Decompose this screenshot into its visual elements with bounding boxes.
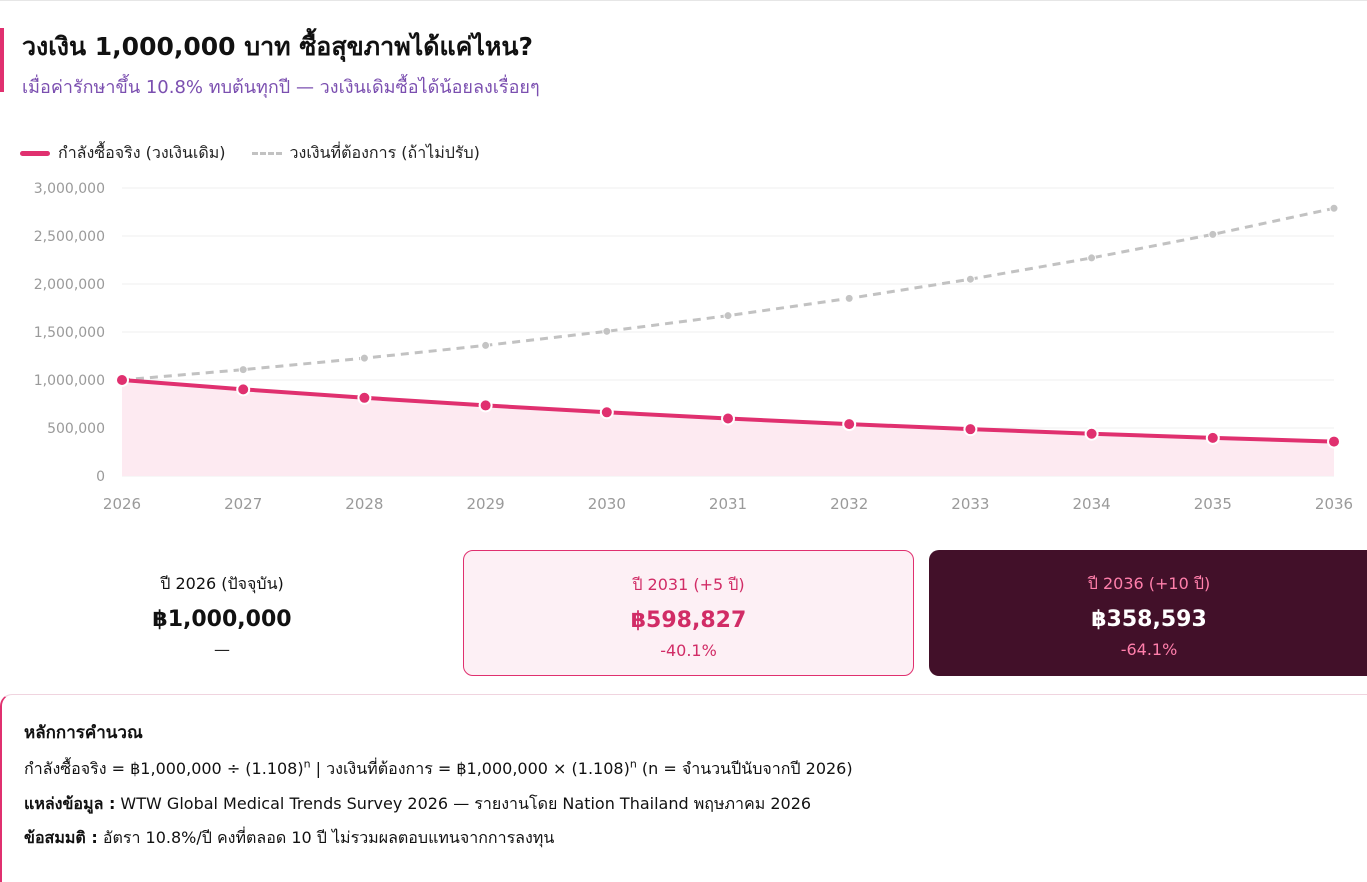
x-tick-label: 2026 <box>103 495 141 513</box>
card-current-label: ปี 2026 (ปัจจุบัน) <box>160 574 284 593</box>
card-plus-10-years: ปี 2036 (+10 ปี) ฿358,593 -64.1% <box>929 550 1367 676</box>
real-power-point <box>115 373 129 387</box>
required-budget-point <box>965 274 975 284</box>
x-tick-label: 2029 <box>467 495 505 513</box>
x-tick-label: 2032 <box>830 495 868 513</box>
notes-panel: หลักการคำนวณ กำลังซื้อจริง = ฿1,000,000 … <box>0 694 1367 882</box>
legend-label-real-power: กำลังซื้อจริง (วงเงินเดิม) <box>58 142 226 162</box>
real-power-point <box>1084 426 1099 441</box>
source-label: แหล่งข้อมูล : <box>24 794 116 813</box>
y-tick-label: 2,000,000 <box>34 277 105 293</box>
required-budget-point <box>602 326 612 336</box>
y-tick-label: 2,500,000 <box>34 229 105 245</box>
required-budget-point <box>359 353 369 363</box>
y-tick-label: 3,000,000 <box>34 181 105 197</box>
legend-item-real-power[interactable]: กำลังซื้อจริง (วงเงินเดิม) <box>20 141 226 166</box>
x-tick-label: 2031 <box>709 495 747 513</box>
real-power-point <box>963 422 978 437</box>
formula-exponent-2: n <box>629 757 637 771</box>
card-current-change: — <box>214 640 230 659</box>
x-tick-label: 2030 <box>588 495 626 513</box>
y-tick-label: 1,000,000 <box>34 373 105 389</box>
page-title: วงเงิน 1,000,000 บาท ซื้อสุขภาพได้แค่ไหน… <box>22 32 533 61</box>
required-budget-point <box>1329 203 1339 213</box>
formula-right: วงเงินที่ต้องการ = ฿1,000,000 × (1.108) <box>326 759 630 778</box>
card-current-year: ปี 2026 (ปัจจุบัน) ฿1,000,000 — <box>0 550 444 676</box>
page-subtitle: เมื่อค่ารักษาขึ้น 10.8% ทบต้นทุกปี — วงเ… <box>22 77 540 98</box>
x-tick-label: 2034 <box>1073 495 1111 513</box>
x-tick-label: 2036 <box>1315 495 1353 513</box>
chart-legend: กำลังซื้อจริง (วงเงินเดิม) วงเงินที่ต้อง… <box>20 140 506 166</box>
x-tick-label: 2028 <box>345 495 383 513</box>
top-divider <box>0 0 1367 1</box>
required-budget-point <box>844 293 854 303</box>
point-layer <box>115 203 1341 449</box>
formula-exponent-1: n <box>303 757 311 771</box>
card-plus5-value: ฿598,827 <box>630 608 747 633</box>
y-tick-label: 0 <box>96 469 105 485</box>
required-budget-point <box>1208 229 1218 239</box>
x-tick-label: 2027 <box>224 495 262 513</box>
y-tick-label: 1,500,000 <box>34 325 105 341</box>
card-current-value: ฿1,000,000 <box>152 607 292 632</box>
card-plus-5-years: ปี 2031 (+5 ปี) ฿598,827 -40.1% <box>463 550 914 676</box>
real-power-point <box>357 390 372 405</box>
assumption-label: ข้อสมมติ : <box>24 828 98 847</box>
card-plus10-value: ฿358,593 <box>1091 607 1207 632</box>
x-axis-ticks: 2026 2027 2028 2029 2030 2031 2032 2033 2034 2035… <box>103 495 1353 513</box>
legend-item-required[interactable]: วงเงินที่ต้องการ (ถ้าไม่ปรับ) <box>251 141 480 166</box>
real-power-point <box>1205 430 1220 445</box>
real-power-point <box>721 411 735 426</box>
notes-formula: กำลังซื้อจริง = ฿1,000,000 ÷ (1.108)n | … <box>24 757 853 782</box>
real-power-point <box>842 417 857 432</box>
real-power-point <box>478 398 493 413</box>
x-tick-label: 2035 <box>1194 495 1232 513</box>
legend-label-required: วงเงินที่ต้องการ (ถ้าไม่ปรับ) <box>289 142 480 162</box>
title-block: วงเงิน 1,000,000 บาท ซื้อสุขภาพได้แค่ไหน… <box>0 28 533 92</box>
notes-heading: หลักการคำนวณ <box>24 723 143 743</box>
formula-left: กำลังซื้อจริง = ฿1,000,000 ÷ (1.108) <box>24 759 304 778</box>
real-power-point <box>599 405 614 420</box>
required-budget-line <box>121 206 1335 382</box>
card-plus5-change: -40.1% <box>660 641 717 660</box>
area-layer <box>122 380 1334 476</box>
real-power-point <box>236 382 251 397</box>
assumption-text: อัตรา 10.8%/ปี คงที่ตลอด 10 ปี ไม่รวมผลต… <box>97 828 555 847</box>
formula-separator: | <box>310 759 327 778</box>
card-plus10-change: -64.1% <box>1120 640 1178 659</box>
required-budget-point <box>723 311 733 321</box>
required-budget-point <box>481 340 491 350</box>
legend-swatch-dashed <box>251 151 282 155</box>
notes-source: แหล่งข้อมูล : WTW Global Medical Trends … <box>24 792 811 817</box>
required-budget-point <box>238 365 248 375</box>
real-power-area <box>122 380 1334 476</box>
source-text: WTW Global Medical Trends Survey 2026 — … <box>115 794 812 813</box>
card-plus10-label: ปี 2036 (+10 ปี) <box>1087 574 1211 593</box>
formula-tail: (n = จำนวนปีนับจากปี 2026) <box>636 759 853 778</box>
card-plus5-label: ปี 2031 (+5 ปี) <box>632 575 745 594</box>
legend-swatch-solid <box>20 150 50 156</box>
real-power-point <box>1327 434 1341 449</box>
y-tick-label: 500,000 <box>47 421 105 437</box>
line-chart: 0 500,000 1,000,000 1,500,000 2,000,000 2,500… <box>34 181 1353 513</box>
notes-assumption: ข้อสมมติ : อัตรา 10.8%/ปี คงที่ตลอด 10 ป… <box>24 826 554 851</box>
required-budget-point <box>1087 253 1097 263</box>
y-axis-ticks: 0 500,000 1,000,000 1,500,000 2,000,000 2,500… <box>34 181 105 485</box>
x-tick-label: 2033 <box>951 495 989 513</box>
